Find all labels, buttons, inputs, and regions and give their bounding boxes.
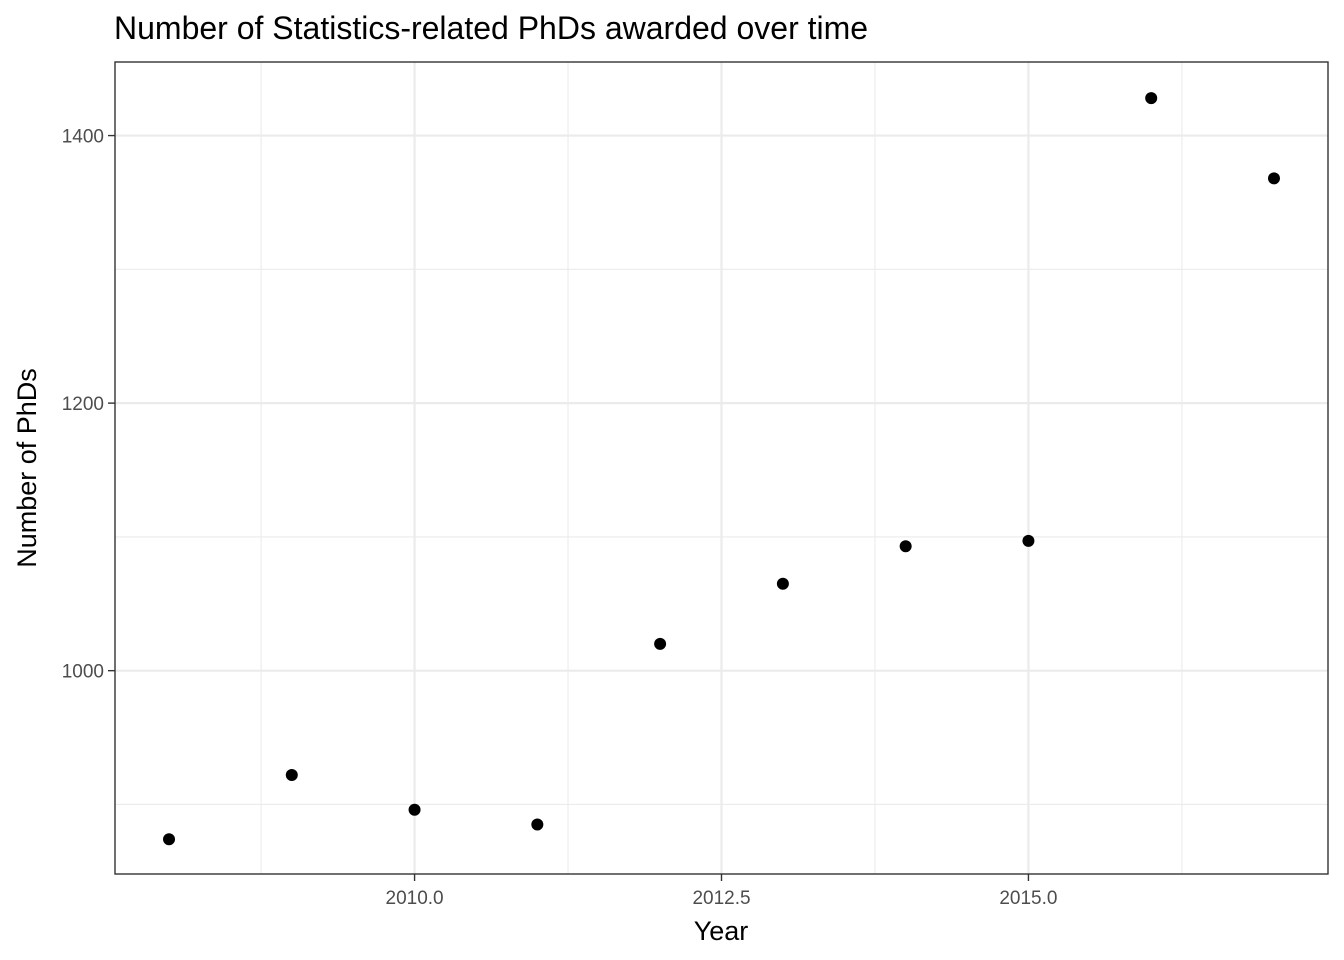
data-point-9 bbox=[1267, 172, 1280, 185]
data-point-1 bbox=[285, 769, 298, 782]
x-tick-label-2: 2015.0 bbox=[999, 888, 1057, 909]
grid-lines bbox=[115, 62, 1328, 874]
chart-title: Number of Statistics-related PhDs awarde… bbox=[114, 10, 868, 46]
data-point-6 bbox=[899, 540, 912, 553]
y-axis-title: Number of PhDs bbox=[12, 368, 42, 568]
data-point-2 bbox=[408, 803, 421, 816]
y-tick-label-0: 1000 bbox=[62, 662, 104, 683]
data-point-7 bbox=[1022, 534, 1035, 547]
x-tick-label-1: 2012.5 bbox=[692, 888, 750, 909]
y-tick-label-1: 1200 bbox=[62, 394, 104, 415]
data-point-0 bbox=[163, 833, 176, 846]
axis-ticks: 2010.0 2012.5 2015.0 1000 1200 1400 bbox=[62, 127, 1058, 909]
data-point-8 bbox=[1145, 92, 1158, 105]
x-axis-title: Year bbox=[694, 916, 749, 946]
data-point-3 bbox=[531, 818, 544, 831]
data-point-5 bbox=[776, 577, 789, 590]
x-tick-label-0: 2010.0 bbox=[386, 888, 444, 909]
data-points bbox=[163, 92, 1280, 846]
y-tick-label-2: 1400 bbox=[62, 127, 104, 148]
data-point-4 bbox=[654, 637, 667, 650]
